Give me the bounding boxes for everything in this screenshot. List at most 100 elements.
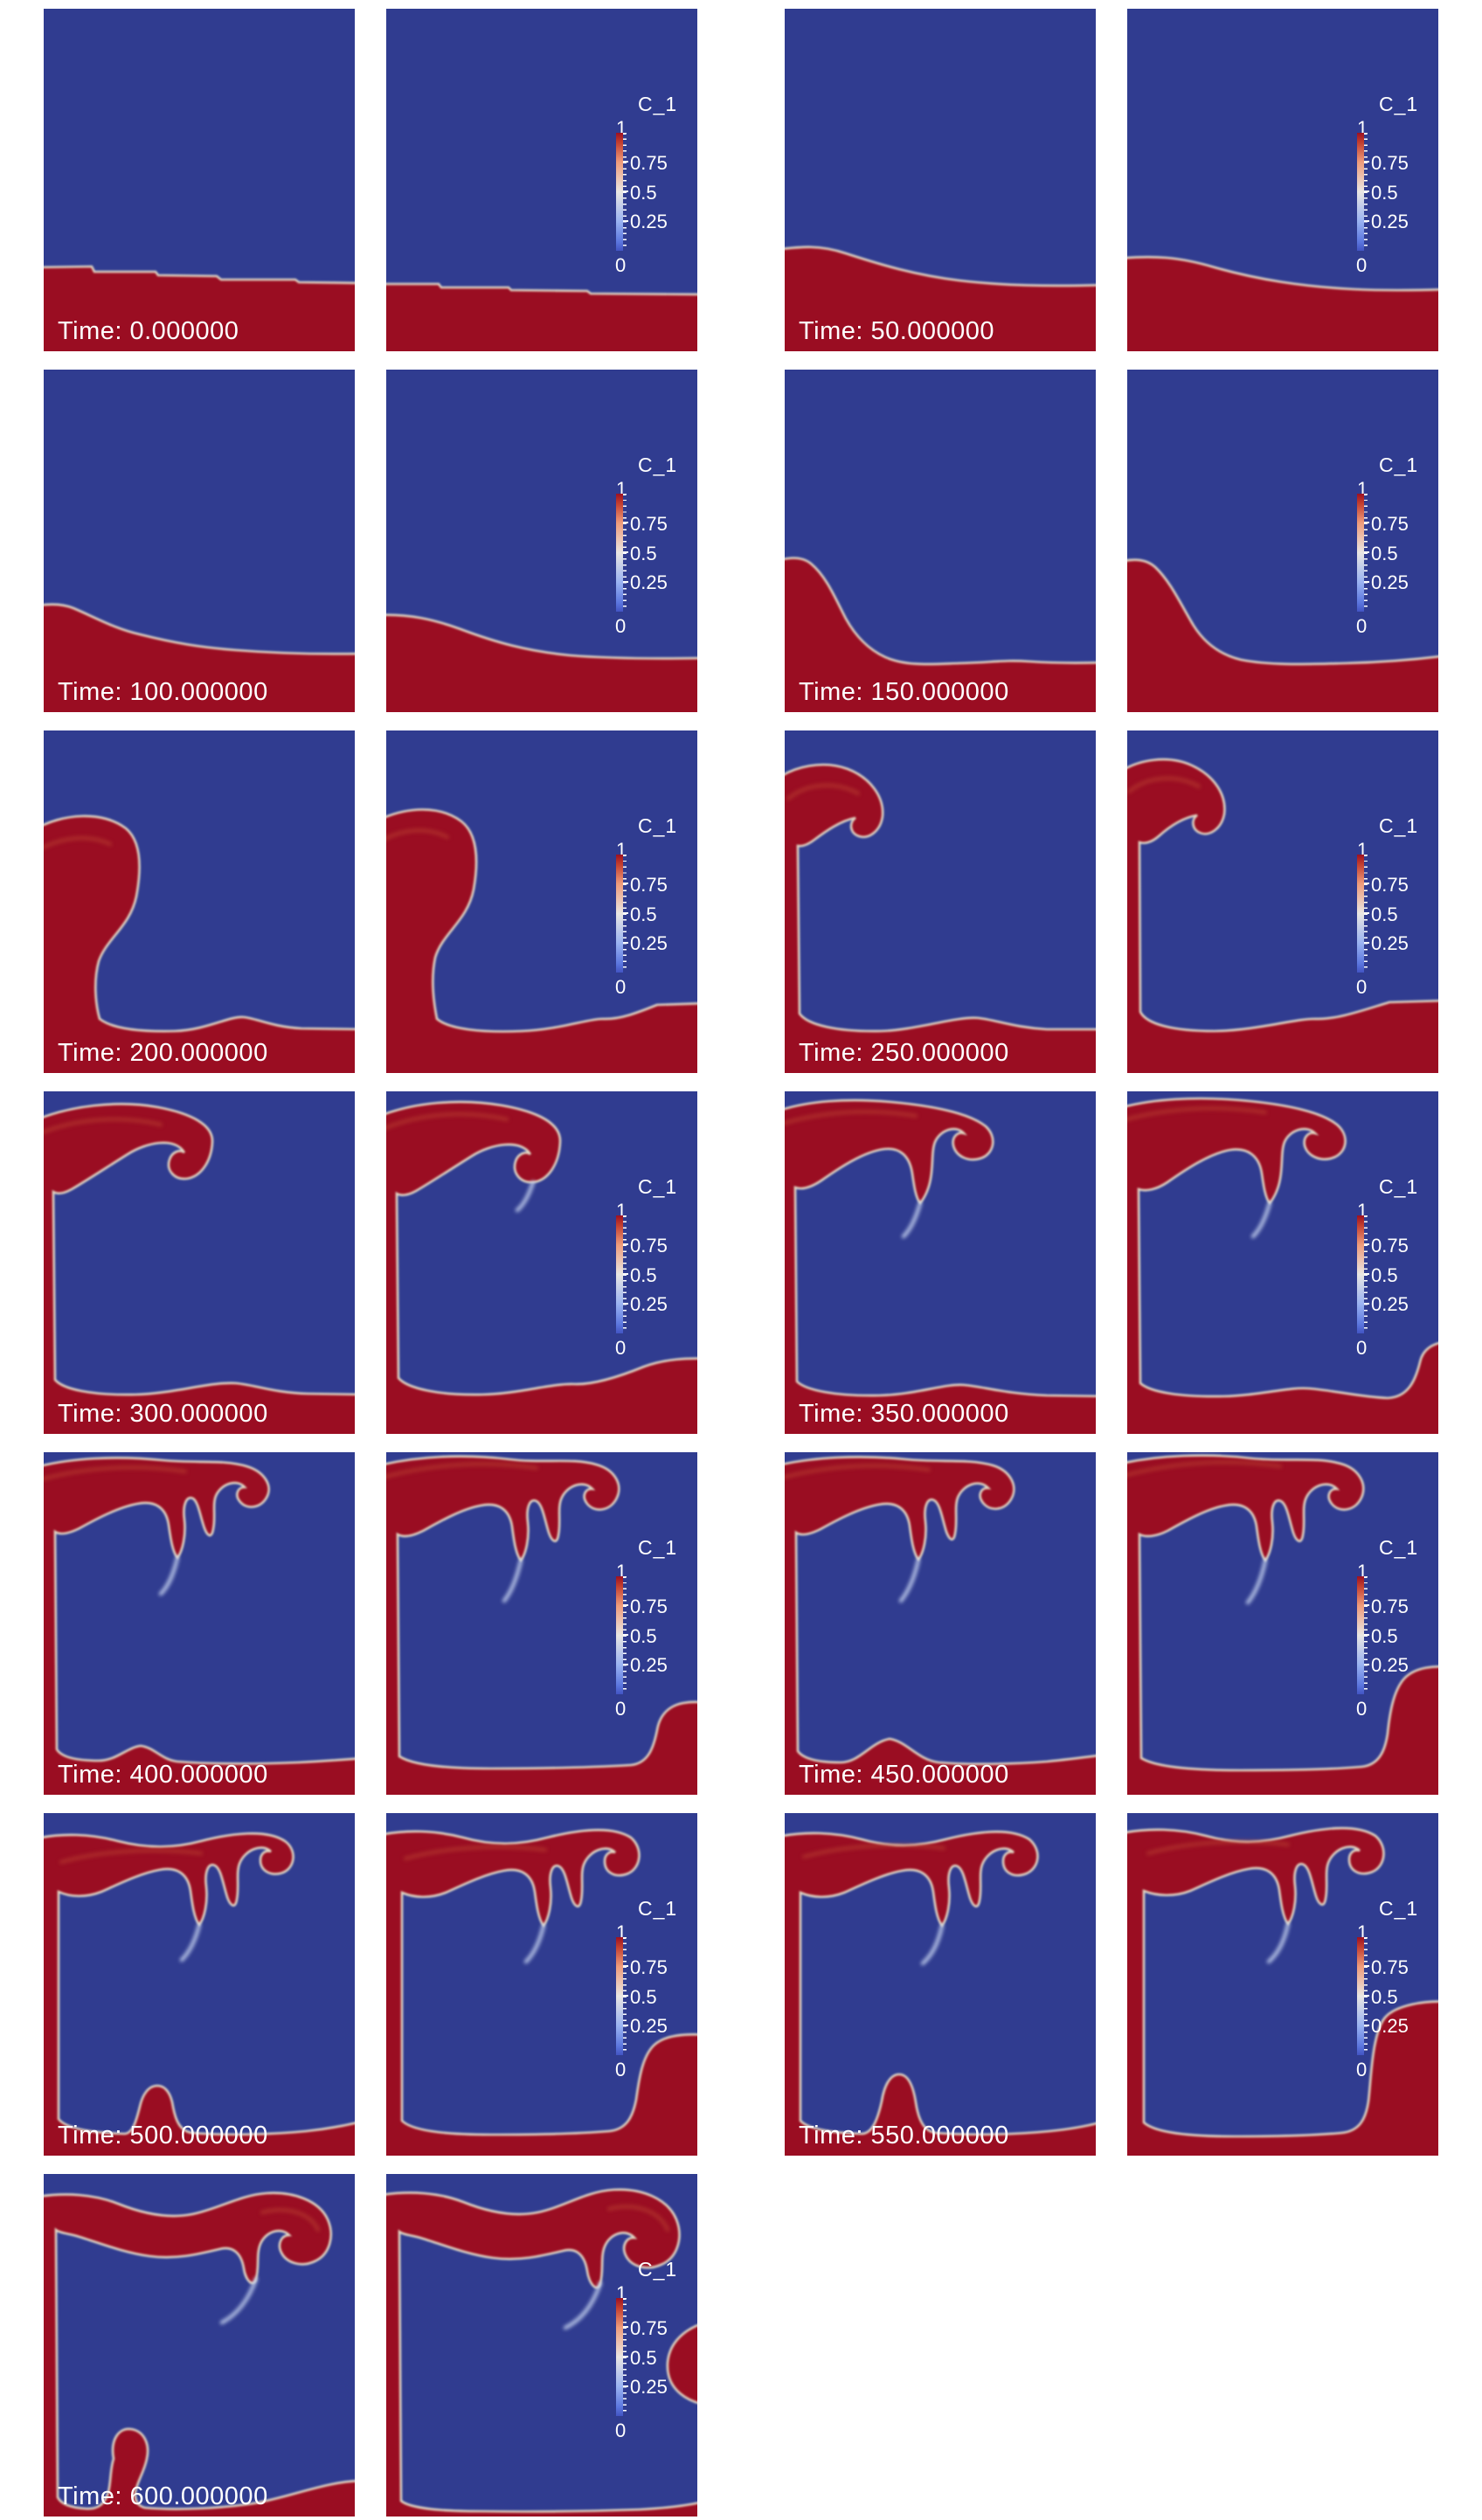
dense-fluid-region — [386, 613, 697, 712]
vortex-swirl-streak — [386, 1462, 538, 1478]
dense-fluid-region — [386, 1100, 697, 1434]
dense-fluid-region — [44, 603, 355, 712]
vortex-swirl-streak — [1127, 1106, 1267, 1121]
time-label: Time: 250.000000 — [799, 1039, 1009, 1067]
vortex-swirl-streak — [785, 1464, 931, 1479]
field-plot — [785, 370, 1096, 712]
field-plot — [386, 370, 697, 712]
field-panel-left: Time: 250.000000 — [785, 730, 1096, 1073]
field-plot — [386, 1091, 697, 1434]
time-label: Time: 150.000000 — [799, 678, 1009, 706]
field-plot — [1127, 370, 1438, 712]
field-plot — [386, 2174, 697, 2517]
mixing-wisp-streak — [502, 1558, 523, 1603]
dense-fluid-region — [386, 808, 697, 1073]
time-label: Time: 450.000000 — [799, 1761, 1009, 1789]
field-panel-left: Time: 550.000000 — [785, 1813, 1096, 2156]
dense-fluid-region — [785, 763, 1096, 1073]
vortex-swirl-streak — [386, 1112, 509, 1130]
field-panel-right: C_1 1 0.75 0.5 0.25 0 — [386, 2174, 697, 2517]
time-label: Time: 0.000000 — [58, 317, 239, 345]
field-plot — [1127, 730, 1438, 1073]
mixing-wisp-streak — [179, 1922, 202, 1963]
field-panel-right: C_1 1 0.75 0.5 0.25 0 — [386, 9, 697, 351]
field-panel-left: Time: 600.000000 — [44, 2174, 355, 2517]
time-label: Time: 600.000000 — [58, 2482, 268, 2510]
field-panel-left: Time: 500.000000 — [44, 1813, 355, 2156]
field-plot — [785, 730, 1096, 1073]
dense-fluid-region — [1127, 1097, 1438, 1434]
dense-fluid-region — [44, 2191, 355, 2517]
vortex-swirl-streak — [44, 1465, 187, 1481]
dense-fluid-region — [785, 1456, 1096, 1795]
vortex-swirl-streak — [386, 828, 449, 841]
field-panel-right: C_1 1 0.75 0.5 0.25 0 — [386, 1813, 697, 2156]
mixing-wisp-streak — [219, 2276, 259, 2325]
dense-fluid-region — [1127, 1454, 1438, 1795]
vortex-swirl-streak — [1146, 1839, 1290, 1855]
field-plot — [44, 370, 355, 712]
field-plot — [44, 1813, 355, 2156]
vortex-swirl-streak — [59, 1848, 203, 1864]
timestep-tile-600: Time: 600.000000 C_1 1 0.75 0.5 0.25 0 — [44, 2174, 697, 2517]
mixing-wisp-streak — [901, 1201, 923, 1239]
field-panel-left: Time: 350.000000 — [785, 1091, 1096, 1434]
field-panel-right: C_1 1 0.75 0.5 0.25 0 — [386, 1091, 697, 1434]
dense-fluid-region — [1127, 758, 1438, 1073]
timestep-tile-350: Time: 350.000000 C_1 1 0.75 0.5 0.25 0 — [785, 1091, 1438, 1434]
dense-fluid-region — [785, 246, 1096, 351]
vortex-swirl-streak — [607, 2205, 669, 2232]
vortex-swirl-streak — [44, 836, 112, 849]
timestep-tile-450: Time: 450.000000 C_1 1 0.75 0.5 0.25 0 — [785, 1452, 1438, 1795]
vortex-swirl-streak — [785, 1110, 918, 1125]
time-label: Time: 100.000000 — [58, 678, 268, 706]
dense-fluid-region — [44, 1103, 355, 1434]
dense-fluid-region — [785, 1098, 1096, 1434]
dense-fluid-region — [44, 265, 355, 351]
field-panel-left: Time: 400.000000 — [44, 1452, 355, 1795]
mixing-wisp-streak — [920, 1923, 945, 1966]
field-panel-right: C_1 1 0.75 0.5 0.25 0 — [1127, 1091, 1438, 1434]
time-label: Time: 350.000000 — [799, 1400, 1009, 1428]
field-panel-right: C_1 1 0.75 0.5 0.25 0 — [386, 370, 697, 712]
dense-fluid-region — [1127, 558, 1438, 712]
field-plot — [785, 1813, 1096, 2156]
field-panel-right: C_1 1 0.75 0.5 0.25 0 — [1127, 370, 1438, 712]
field-panel-left: Time: 200.000000 — [44, 730, 355, 1073]
vortex-swirl-streak — [1127, 1460, 1282, 1477]
time-label: Time: 550.000000 — [799, 2122, 1009, 2150]
timestep-tile-500: Time: 500.000000 C_1 1 0.75 0.5 0.25 0 — [44, 1813, 697, 2156]
time-label: Time: 50.000000 — [799, 317, 995, 345]
mixing-wisp-streak — [1250, 1201, 1272, 1239]
timestep-tile-300: Time: 300.000000 C_1 1 0.75 0.5 0.25 0 — [44, 1091, 697, 1434]
time-label: Time: 300.000000 — [58, 1400, 268, 1428]
field-panel-left: Time: 0.000000 — [44, 9, 355, 351]
mixing-wisp-streak — [1245, 1558, 1268, 1605]
field-panel-left: Time: 450.000000 — [785, 1452, 1096, 1795]
field-panel-right: C_1 1 0.75 0.5 0.25 0 — [1127, 730, 1438, 1073]
vortex-swirl-streak — [44, 1118, 163, 1134]
dense-fluid-region — [44, 1457, 355, 1795]
field-plot — [386, 730, 697, 1073]
dense-fluid-region — [1127, 255, 1438, 351]
timestep-tile-100: Time: 100.000000 C_1 1 0.75 0.5 0.25 0 — [44, 370, 697, 712]
field-plot — [785, 1452, 1096, 1795]
vortex-swirl-streak — [1127, 776, 1201, 793]
field-plot — [386, 9, 697, 351]
field-panel-left: Time: 50.000000 — [785, 9, 1096, 351]
field-plot — [44, 1452, 355, 1795]
field-panel-left: Time: 100.000000 — [44, 370, 355, 712]
field-plot — [386, 1452, 697, 1795]
dense-fluid-region — [386, 1455, 697, 1795]
time-label: Time: 500.000000 — [58, 2122, 268, 2150]
field-plot — [785, 9, 1096, 351]
vortex-swirl-streak — [786, 783, 860, 800]
dense-fluid-region — [386, 2188, 697, 2517]
dense-fluid-region — [785, 1830, 1096, 2156]
mixing-wisp-streak — [158, 1555, 180, 1596]
timestep-tile-400: Time: 400.000000 C_1 1 0.75 0.5 0.25 0 — [44, 1452, 697, 1795]
field-plot — [44, 9, 355, 351]
timestep-tile-50: Time: 50.000000 C_1 1 0.75 0.5 0.25 0 — [785, 9, 1438, 351]
field-panel-left: Time: 300.000000 — [44, 1091, 355, 1434]
